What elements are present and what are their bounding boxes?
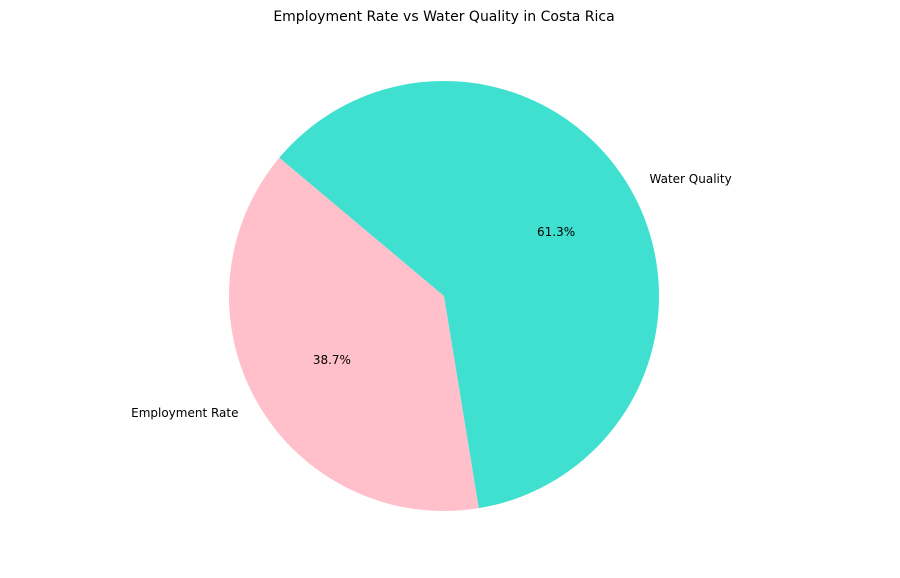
slice-label-water-quality: Water Quality (650, 172, 732, 186)
chart-title: Employment Rate vs Water Quality in Cost… (273, 9, 614, 25)
pie-slices (229, 80, 660, 511)
slice-label-employment-rate: Employment Rate (131, 406, 238, 420)
pct-label-water-quality: 61.3% (537, 225, 575, 239)
pie-slice-water-quality (279, 80, 660, 509)
pct-label-employment-rate: 38.7% (313, 353, 351, 367)
pie-slice-employment-rate (229, 157, 479, 511)
pie-labels: 38.7% Employment Rate 61.3% Water Quality (131, 172, 732, 420)
